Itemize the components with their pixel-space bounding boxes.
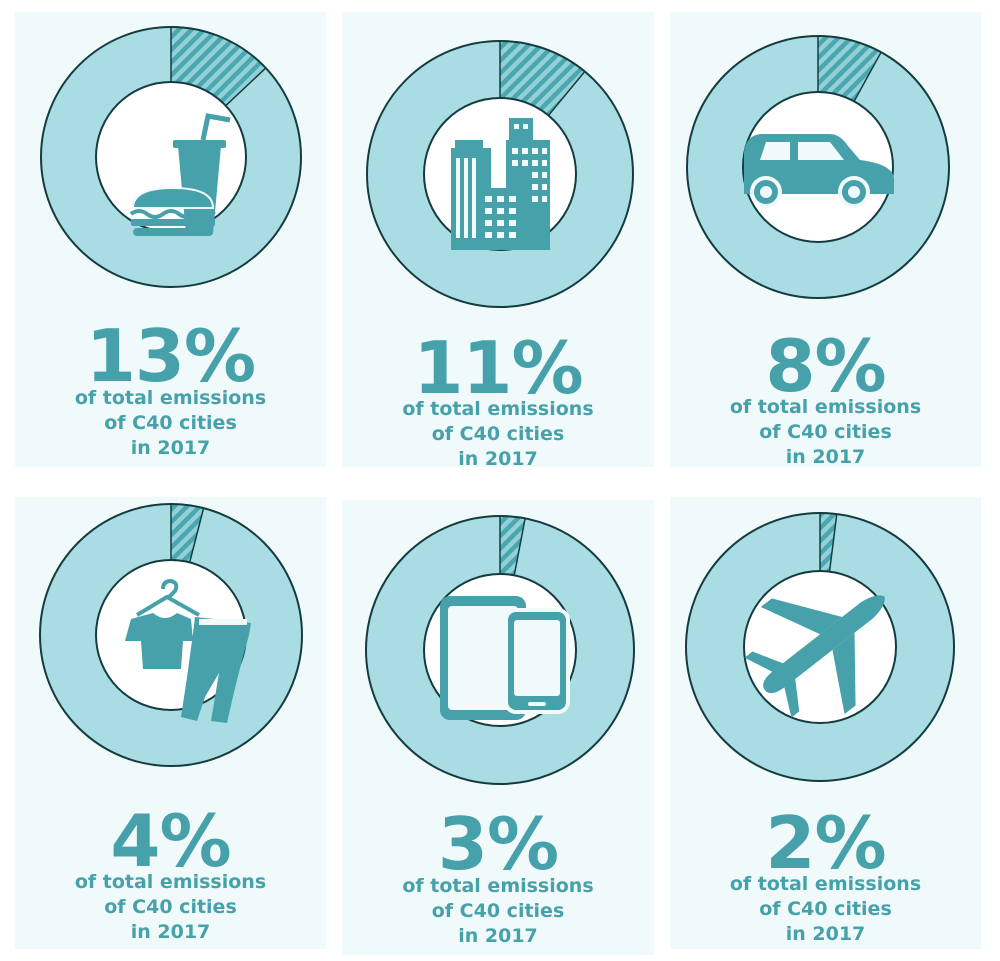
donut-chart-clothing <box>39 503 303 767</box>
caption-line: of total emissions <box>402 398 594 420</box>
caption-line: of C40 cities <box>104 896 237 918</box>
caption-line: in 2017 <box>130 437 211 459</box>
chart-card-airplane: 2% of total emissions of C40 cities in 2… <box>670 497 981 949</box>
donut-chart-airplane <box>685 512 955 782</box>
percent-value: 11% <box>413 326 583 410</box>
caption-line: of total emissions <box>74 871 267 893</box>
donut-outer-outline <box>685 512 955 782</box>
caption-line: of total emissions <box>729 396 922 418</box>
caption-line: in 2017 <box>785 923 866 945</box>
caption-line: in 2017 <box>458 448 538 470</box>
donut-chart-devices <box>365 515 635 785</box>
devices-icon <box>440 596 570 720</box>
percent-value: 2% <box>765 801 886 885</box>
caption-line: of C40 cities <box>431 900 565 922</box>
caption-line: of total emissions <box>74 387 267 409</box>
fast-food-icon <box>129 113 231 236</box>
donut-chart-buildings <box>366 40 634 308</box>
donut-outer-outline <box>39 503 303 767</box>
chart-card-devices: 3% of total emissions of C40 cities in 2… <box>342 500 654 955</box>
caption-line: in 2017 <box>785 446 866 468</box>
caption: of total emissions of C40 cities in 2017 <box>15 870 326 945</box>
donut-outer-outline <box>686 35 950 299</box>
chart-card-buildings: 11% of total emissions of C40 cities in … <box>342 12 654 470</box>
caption-line: of C40 cities <box>431 423 565 445</box>
percent-value: 3% <box>437 802 559 886</box>
clothing-icon <box>125 578 251 723</box>
caption-line: of C40 cities <box>104 412 237 434</box>
caption-line: of C40 cities <box>759 898 892 920</box>
caption: of total emissions of C40 cities in 2017 <box>342 397 654 472</box>
caption-line: of total emissions <box>729 873 922 895</box>
caption-line: in 2017 <box>130 921 211 943</box>
donut-outer-outline <box>365 515 635 785</box>
chart-card-food: 13% of total emissions of C40 cities in … <box>15 12 326 467</box>
caption: of total emissions of C40 cities in 2017 <box>670 872 981 947</box>
percent-value: 4% <box>110 799 231 883</box>
donut-chart-car <box>686 35 950 299</box>
caption-line: of total emissions <box>402 875 594 897</box>
chart-card-car: 8% of total emissions of C40 cities in 2… <box>670 12 981 470</box>
caption: of total emissions of C40 cities in 2017 <box>342 874 654 949</box>
caption-line: of C40 cities <box>759 421 892 443</box>
donut-outer-outline <box>366 40 634 308</box>
donut-chart-food <box>40 26 302 288</box>
donut-outer-outline <box>40 26 302 288</box>
percent-value: 13% <box>85 314 256 398</box>
percent-value: 8% <box>765 324 886 408</box>
caption: of total emissions of C40 cities in 2017 <box>670 395 981 470</box>
caption: of total emissions of C40 cities in 2017 <box>15 386 326 461</box>
airplane-icon <box>744 595 885 718</box>
car-icon <box>744 134 894 208</box>
buildings-icon <box>451 118 550 250</box>
caption-line: in 2017 <box>458 925 538 947</box>
chart-card-clothing: 4% of total emissions of C40 cities in 2… <box>15 497 326 949</box>
